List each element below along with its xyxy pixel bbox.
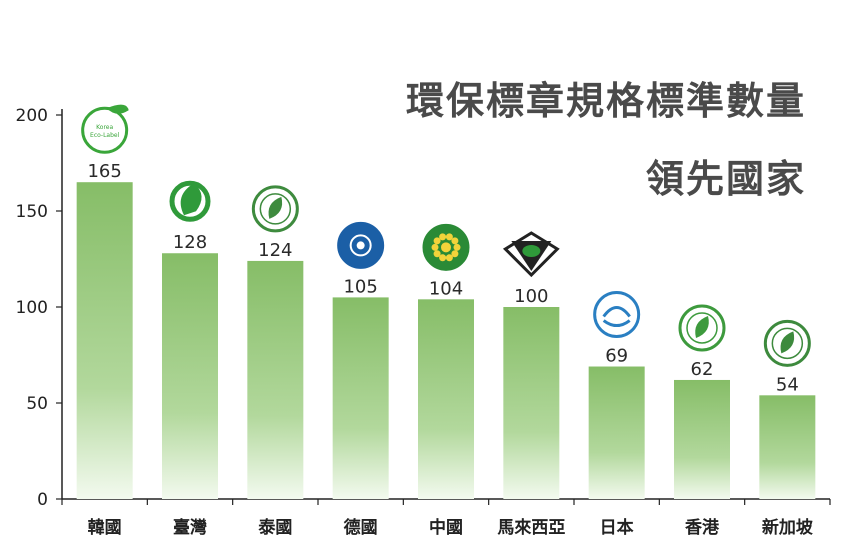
eco-label-logo-icon <box>337 221 385 269</box>
data-label: 69 <box>605 346 628 367</box>
x-tick-label: 新加坡 <box>762 517 813 538</box>
data-label: 124 <box>258 240 292 261</box>
data-label: 165 <box>87 161 121 182</box>
y-tick-label: 100 <box>16 298 48 318</box>
x-tick-label: 德國 <box>344 517 378 538</box>
x-tick-label: 臺灣 <box>173 517 207 538</box>
y-tick-label: 200 <box>16 106 48 126</box>
x-tick-label: 韓國 <box>88 517 122 538</box>
bar <box>674 379 730 499</box>
x-tick-label: 日本 <box>600 517 634 538</box>
y-tick-label: 150 <box>16 202 48 222</box>
bar <box>759 395 816 499</box>
logo-text: Korea <box>96 124 113 131</box>
bar <box>162 253 218 499</box>
eco-label-logo-icon <box>678 304 726 352</box>
x-tick-label: 中國 <box>429 517 463 538</box>
data-label: 104 <box>429 278 463 299</box>
data-label: 105 <box>343 276 377 297</box>
bar <box>588 366 645 499</box>
bar <box>332 297 389 499</box>
chart-title-line-1: 環保標章規格標準數量 <box>405 79 806 123</box>
x-tick-label: 香港 <box>685 517 720 538</box>
chart-title-line-2: 領先國家 <box>645 157 806 201</box>
eco-label-logo-icon <box>593 291 641 339</box>
eco-label-logo-icon <box>169 180 211 222</box>
eco-label-logo-icon <box>763 319 811 367</box>
y-tick-label: 50 <box>26 394 48 414</box>
data-label: 100 <box>514 286 548 307</box>
eco-label-logo-icon <box>251 185 299 233</box>
data-label: 128 <box>173 232 207 253</box>
x-tick-label: 馬來西亞 <box>497 518 565 538</box>
data-label: 54 <box>776 374 799 395</box>
bar <box>76 182 133 499</box>
data-label: 62 <box>691 359 714 380</box>
bar <box>247 260 304 499</box>
bar <box>418 299 474 499</box>
bar <box>503 307 560 499</box>
y-tick-label: 0 <box>37 490 48 510</box>
eco-label-logo-icon <box>502 231 560 278</box>
logo-text: Eco-Label <box>90 132 120 139</box>
eco-label-logo-icon <box>422 223 470 271</box>
x-tick-label: 泰國 <box>258 517 292 538</box>
